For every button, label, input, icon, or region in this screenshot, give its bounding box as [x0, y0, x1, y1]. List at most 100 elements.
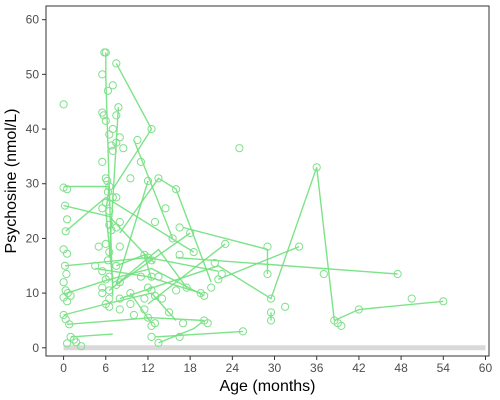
data-point: [63, 289, 72, 298]
data-point: [175, 250, 184, 259]
data-point: [189, 248, 198, 257]
data-point: [157, 294, 167, 303]
data-point: [62, 269, 71, 279]
data-point: [407, 294, 416, 303]
data-point: [136, 157, 145, 166]
x-tick-label: 42: [352, 361, 366, 375]
trajectory-line: [154, 330, 243, 338]
data-point: [235, 144, 244, 153]
data-point: [115, 305, 124, 314]
data-point: [295, 242, 304, 251]
data-point: [98, 70, 107, 79]
data-point: [115, 242, 124, 251]
data-point: [126, 289, 135, 298]
data-point: [98, 267, 107, 276]
y-tick-label: 60: [26, 13, 40, 27]
trajectory-line: [133, 139, 174, 239]
data-point: [103, 176, 112, 186]
data-point: [150, 291, 160, 300]
data-point: [60, 261, 70, 270]
data-point: [147, 321, 156, 330]
data-point: [143, 313, 153, 322]
data-point: [186, 228, 195, 238]
data-point: [147, 124, 156, 134]
data-point: [72, 338, 81, 347]
data-point: [393, 269, 402, 279]
x-tick-label: 12: [141, 361, 155, 375]
data-point: [108, 146, 117, 155]
data-point: [94, 242, 103, 251]
x-axis-ticks: 0 6 12 18 24 30 36 42 48 54 60: [60, 356, 492, 375]
data-point: [154, 338, 163, 347]
data-point: [98, 283, 107, 292]
data-point: [172, 185, 181, 194]
y-tick-label: 50: [26, 67, 40, 81]
data-point: [207, 283, 216, 292]
data-point: [266, 308, 276, 317]
y-tick-label: 40: [26, 122, 40, 136]
data-point: [337, 321, 346, 330]
x-tick-label: 48: [394, 361, 408, 375]
data-point: [101, 48, 110, 57]
data-point: [263, 242, 272, 251]
data-point: [98, 157, 107, 166]
data-point: [312, 163, 321, 172]
data-point: [140, 305, 149, 314]
data-point: [59, 100, 68, 109]
trajectory-line: [334, 300, 444, 322]
data-point: [112, 111, 121, 120]
data-point: [91, 261, 100, 270]
data-point: [101, 116, 110, 125]
data-point: [105, 286, 114, 295]
data-point: [63, 339, 72, 348]
data-point: [112, 280, 121, 289]
data-point: [143, 176, 153, 186]
trajectory-line: [147, 243, 226, 305]
y-tick-label: 0: [32, 341, 39, 355]
x-tick-label: 18: [183, 361, 197, 375]
data-point: [266, 294, 276, 303]
trajectory-line: [119, 177, 212, 283]
data-point: [168, 234, 177, 243]
trajectory-line: [119, 167, 335, 321]
data-point: [154, 174, 163, 183]
data-point: [175, 223, 184, 232]
y-tick-label: 10: [26, 286, 40, 300]
x-axis-title: Age (months): [219, 378, 315, 395]
data-point: [105, 182, 114, 191]
data-point: [107, 141, 116, 150]
data-point: [147, 256, 156, 265]
data-point: [114, 103, 123, 112]
data-point: [105, 302, 114, 311]
data-point: [101, 275, 110, 284]
data-point: [61, 227, 70, 236]
data-point: [115, 294, 124, 303]
data-point: [165, 308, 174, 317]
trajectory-line: [182, 226, 269, 274]
data-point: [63, 297, 72, 306]
data-point: [112, 59, 121, 68]
data-point: [63, 215, 72, 224]
data-point: [65, 320, 74, 329]
y-tick-label: 30: [26, 177, 40, 191]
data-point: [112, 223, 121, 232]
data-point: [129, 310, 138, 320]
data-point: [107, 226, 116, 235]
data-point: [147, 332, 156, 341]
data-point: [172, 286, 181, 295]
data-point: [103, 187, 113, 196]
x-tick-label: 30: [268, 361, 282, 375]
trajectory-lines: [63, 52, 444, 344]
data-point: [119, 144, 128, 153]
data-point: [103, 256, 113, 265]
data-point: [103, 86, 113, 95]
data-point: [140, 294, 149, 303]
data-point: [126, 299, 135, 309]
data-points: [59, 48, 448, 351]
data-point: [126, 174, 135, 183]
data-point: [105, 248, 114, 257]
data-point: [154, 272, 163, 281]
data-point: [210, 258, 219, 268]
trajectory-line: [176, 256, 398, 275]
data-point: [179, 319, 188, 328]
